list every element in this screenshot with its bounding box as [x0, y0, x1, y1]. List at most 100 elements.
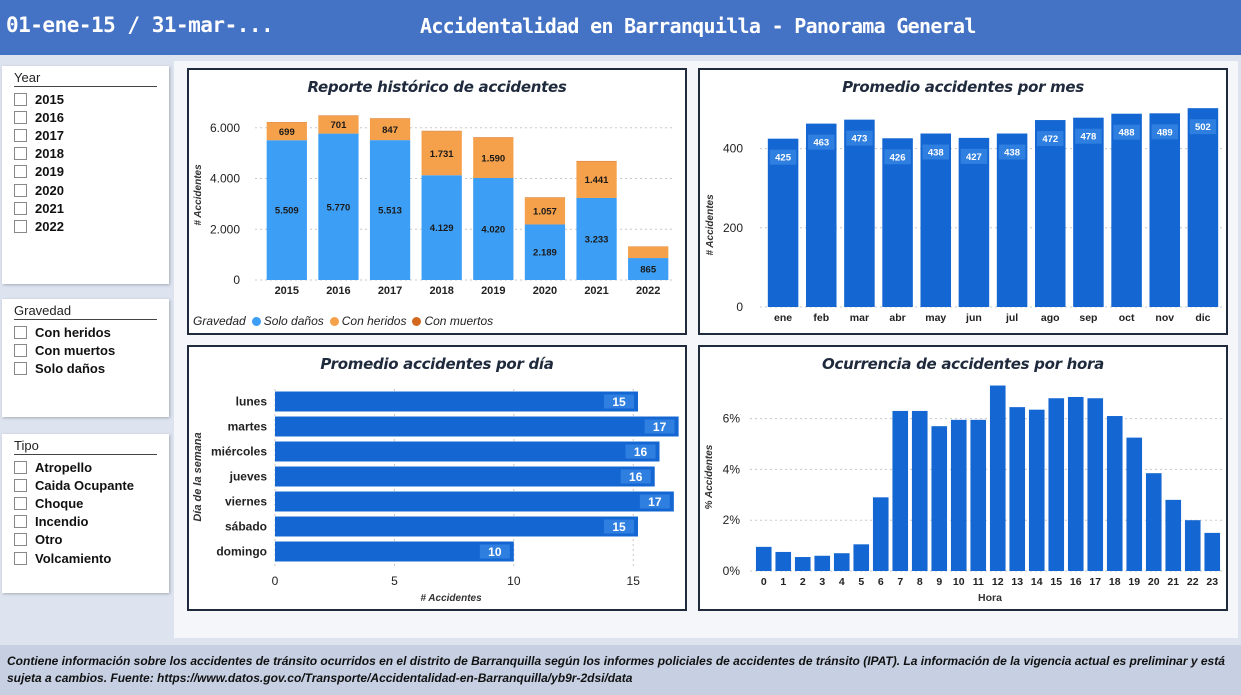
x-tick-label: nov: [1155, 312, 1174, 324]
bar-segment: [628, 246, 669, 259]
x-tick-label: 14: [1031, 576, 1043, 588]
legend-title: Gravedad: [193, 314, 246, 328]
data-label-background: [604, 394, 635, 409]
tipo-slicer-item[interactable]: Atropello: [14, 459, 92, 475]
legend-item-con-heridos[interactable]: Con heridos: [329, 314, 407, 328]
data-label: 5.770: [327, 202, 351, 213]
bar-segment: [318, 133, 359, 280]
slicer-item-label: Caida Ocupante: [35, 477, 134, 493]
checkbox[interactable]: [14, 110, 27, 124]
y-tick-label: 4%: [723, 462, 741, 476]
x-tick-label: 8: [917, 576, 923, 588]
date-range: 01-ene-15 / 31-mar-...: [6, 13, 274, 37]
legend-item-con-muertos[interactable]: Con muertos: [412, 314, 493, 328]
gravedad-slicer-item[interactable]: Con muertos: [14, 342, 115, 358]
data-label: 5.509: [275, 206, 299, 217]
bar: [755, 546, 772, 571]
data-label-background: [604, 519, 635, 534]
year-slicer-item[interactable]: 2020: [14, 182, 64, 198]
bar: [805, 123, 837, 307]
tipo-slicer-item[interactable]: Choque: [14, 495, 83, 511]
footer-text: Contiene información sobre los accidente…: [7, 654, 1225, 685]
gravedad-slicer-item[interactable]: Solo daños: [14, 360, 105, 376]
data-label-background: [1151, 124, 1179, 140]
x-tick-label: 21: [1167, 576, 1179, 588]
checkbox[interactable]: [14, 478, 27, 492]
tipo-slicer-title: Tipo: [14, 438, 157, 455]
checkbox[interactable]: [14, 515, 27, 529]
x-tick-label: 2: [800, 576, 806, 588]
checkbox[interactable]: [14, 201, 27, 215]
mes-chart: 0 200 400 # Accidentes 425 ene 463 feb 473 mar 426…: [705, 108, 1222, 324]
y-tick-label: 2%: [723, 513, 741, 527]
bar: [275, 416, 679, 437]
checkbox[interactable]: [14, 147, 27, 161]
y-tick-label: 200: [723, 221, 743, 235]
year-slicer-item[interactable]: 2018: [14, 146, 64, 162]
legend-label: Solo daños: [263, 314, 324, 328]
checkbox[interactable]: [14, 343, 27, 357]
bar: [1111, 113, 1142, 307]
y-tick-label: domingo: [216, 545, 267, 559]
slicer-item-label: Choque: [35, 495, 84, 511]
y-tick-label: 0: [233, 273, 240, 287]
data-label: 488: [1119, 128, 1135, 139]
gravedad-slicer-item[interactable]: Con heridos: [14, 324, 111, 340]
slicer-item-label: 2021: [35, 200, 64, 216]
data-label-background: [625, 444, 656, 459]
tipo-slicer-item[interactable]: Volcamiento: [14, 550, 111, 566]
checkbox[interactable]: [14, 460, 27, 474]
y-tick-label: 6%: [723, 412, 741, 426]
x-tick-label: sep: [1079, 312, 1097, 324]
x-tick-label: 0: [272, 574, 279, 588]
checkbox[interactable]: [14, 533, 27, 547]
legend-label: Con heridos: [341, 314, 407, 328]
checkbox[interactable]: [14, 496, 27, 510]
year-slicer-item[interactable]: 2015: [14, 91, 64, 107]
checkbox[interactable]: [14, 92, 27, 106]
x-tick-label: 18: [1109, 576, 1121, 588]
legend-item-solo-danos[interactable]: Solo daños: [251, 314, 324, 328]
checkbox[interactable]: [14, 165, 27, 179]
x-axis-title: Hora: [978, 592, 1002, 604]
x-tick-label: 2019: [481, 285, 505, 297]
historico-panel: Reporte histórico de accidentes 0 2.000 4.…: [187, 68, 687, 335]
checkbox[interactable]: [14, 325, 27, 339]
data-label-background: [1036, 131, 1064, 147]
x-tick-label: jun: [965, 312, 982, 324]
checkbox[interactable]: [14, 183, 27, 197]
year-slicer-item[interactable]: 2017: [14, 127, 64, 143]
data-label-background: [846, 130, 873, 146]
y-tick-label: jueves: [229, 470, 268, 484]
slicer-item-label: 2018: [35, 146, 64, 162]
bar-segment: [524, 224, 566, 280]
data-label: 438: [928, 148, 944, 159]
data-label: 701: [331, 120, 348, 131]
x-tick-label: 16: [1070, 576, 1082, 588]
slicer-item-label: Con muertos: [35, 342, 116, 358]
bar: [989, 385, 1006, 571]
tipo-slicer-item[interactable]: Caida Ocupante: [14, 477, 134, 493]
tipo-slicer-item[interactable]: Incendio: [14, 514, 88, 530]
year-slicer-item[interactable]: 2022: [14, 218, 64, 234]
checkbox[interactable]: [14, 128, 27, 142]
data-label: 425: [775, 153, 792, 164]
checkbox[interactable]: [14, 361, 27, 375]
tipo-slicer-item[interactable]: Otro: [14, 532, 62, 548]
x-tick-label: 12: [992, 576, 1004, 588]
x-tick-label: 2017: [378, 285, 402, 297]
checkbox[interactable]: [14, 551, 27, 565]
slicer-item-label: 2016: [35, 109, 64, 125]
year-slicer-item[interactable]: 2021: [14, 200, 64, 216]
bar: [958, 137, 990, 307]
year-slicer-item[interactable]: 2016: [14, 109, 64, 125]
year-slicer-title: Year: [14, 70, 157, 87]
year-slicer-item[interactable]: 2019: [14, 164, 64, 180]
bar: [844, 119, 875, 307]
bar-segment: [421, 131, 462, 176]
slicer-item-label: 2022: [35, 218, 64, 234]
checkbox[interactable]: [14, 219, 27, 233]
x-tick-label: 19: [1128, 576, 1140, 588]
bar: [833, 553, 850, 571]
